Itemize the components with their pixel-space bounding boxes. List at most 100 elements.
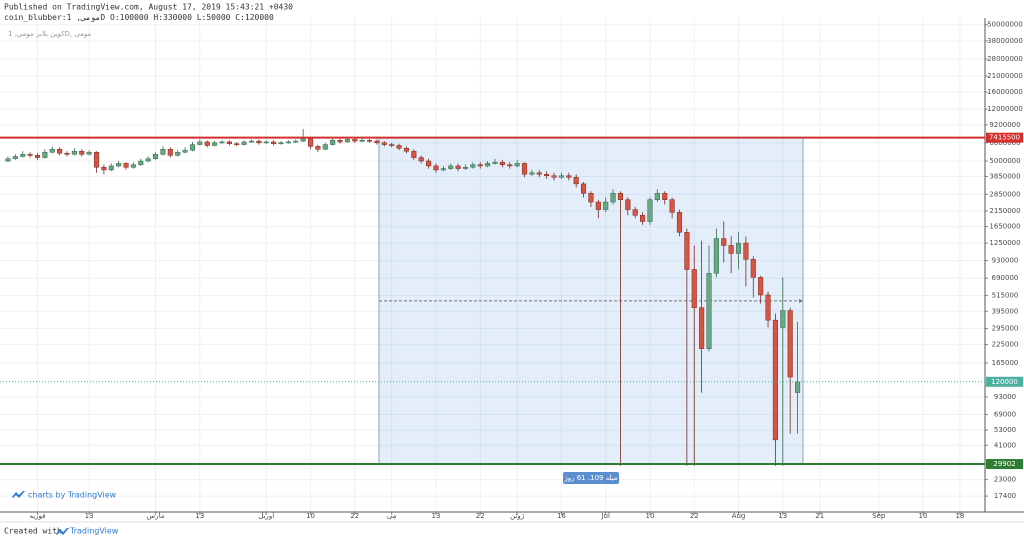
last-price-box <box>986 376 1023 387</box>
candle-body <box>772 319 778 441</box>
x-tick-label: 22 <box>350 512 359 520</box>
candle-body <box>93 151 100 168</box>
x-tick-label: 13 <box>432 512 441 520</box>
candle-body <box>581 183 587 194</box>
candle-body <box>684 232 690 270</box>
candle-body <box>285 141 291 144</box>
x-tick-label: آوریل <box>258 511 275 520</box>
y-tick-label: 21000000 <box>987 72 1023 80</box>
ohlc-open: O:100000 <box>110 13 149 22</box>
x-tick-label: 22 <box>476 512 485 520</box>
candle-body <box>123 163 129 168</box>
x-tick-label: Jul <box>600 512 610 520</box>
candle-body <box>470 164 476 168</box>
candle-body <box>477 164 483 167</box>
candle-body <box>101 166 107 171</box>
candle-body <box>374 140 380 144</box>
candle-body <box>595 201 601 210</box>
y-tick-label: 50000000 <box>987 21 1023 29</box>
level-label-box <box>986 132 1023 143</box>
candle-body <box>219 141 225 144</box>
candle-body <box>426 160 432 167</box>
x-tick-label: 13 <box>195 512 204 520</box>
y-tick-label: 395000 <box>992 307 1019 315</box>
candle-body <box>278 142 284 145</box>
candle-body <box>721 238 727 246</box>
candle-body <box>86 151 92 155</box>
candle-body <box>743 242 749 260</box>
candle-body <box>5 158 11 162</box>
candle-body <box>300 138 306 142</box>
candle-body <box>603 201 609 210</box>
y-tick-label: 1250000 <box>989 239 1020 247</box>
candle-body <box>418 157 424 162</box>
candle-body <box>728 245 734 254</box>
candle-body <box>241 141 247 145</box>
y-tick-label: 9200000 <box>989 121 1020 129</box>
candle-body <box>322 144 328 150</box>
y-tick-label: 165000 <box>992 359 1019 367</box>
y-tick-label: 93000 <box>994 393 1016 401</box>
y-tick-label: 28000000 <box>987 55 1023 63</box>
candle-body <box>448 165 454 169</box>
candle-body <box>79 150 85 155</box>
candle-body <box>536 172 542 175</box>
y-tick-label: 225000 <box>992 341 1019 349</box>
x-tick-label: 22 <box>690 512 699 520</box>
level-label: 29902 <box>993 460 1015 468</box>
candle-body <box>160 148 166 155</box>
y-tick-label: 23000 <box>994 476 1016 484</box>
charts-by[interactable]: charts by TradingView <box>28 491 117 500</box>
candle-body <box>248 140 255 143</box>
candle-body <box>699 307 705 349</box>
candle-body <box>713 238 719 274</box>
candle-body <box>758 277 764 296</box>
candle-body <box>234 143 240 145</box>
y-tick-label: 17400 <box>994 492 1016 500</box>
candle-body <box>654 193 660 200</box>
ohlc-close: C:120000 <box>235 13 274 22</box>
candle-body <box>108 165 114 171</box>
y-tick-label: 38000000 <box>987 37 1023 45</box>
candle-body <box>514 163 520 167</box>
candle-body <box>780 310 786 328</box>
candle-body <box>359 140 365 142</box>
x-tick-label: فوریه <box>29 512 45 520</box>
x-tick-label: مارس <box>147 512 165 520</box>
candle-body <box>492 161 498 164</box>
y-tick-label: 53000 <box>994 426 1016 434</box>
candle-body <box>499 161 505 165</box>
candle-body <box>787 310 793 378</box>
candle-body <box>330 140 336 145</box>
candle-body <box>529 172 535 175</box>
candle-body <box>367 140 373 142</box>
candle-body <box>462 166 469 169</box>
candle-body <box>617 193 624 200</box>
plot-layer: 50000000 38000000 28000000 21000000 16000000… <box>0 18 1024 520</box>
y-tick-label: 2850000 <box>989 190 1020 198</box>
x-tick-label: Sep <box>872 512 886 520</box>
candle-body <box>138 160 144 165</box>
candle-body <box>433 165 439 171</box>
candle-body <box>610 193 616 203</box>
published-line: Published on TradingView.com, August 17,… <box>4 3 293 12</box>
candle-body <box>315 146 321 150</box>
candle-body <box>197 141 203 145</box>
candle-body <box>485 163 491 167</box>
candle-body <box>175 151 181 156</box>
x-tick-label: 21 <box>815 512 824 520</box>
candle-body <box>27 154 33 156</box>
candle-body <box>204 141 210 146</box>
candle-body <box>153 154 159 159</box>
x-tick-label: Aug <box>732 512 746 520</box>
candle-body <box>57 148 63 154</box>
candle-body <box>521 163 528 175</box>
candle-body <box>182 149 188 153</box>
candle-body <box>750 259 756 278</box>
y-tick-label: 69000 <box>994 411 1016 419</box>
footer-logo[interactable]: TradingView <box>69 527 119 536</box>
candle-body <box>669 199 675 213</box>
x-tick-label: 10 <box>646 512 655 520</box>
candle-body <box>381 142 387 145</box>
